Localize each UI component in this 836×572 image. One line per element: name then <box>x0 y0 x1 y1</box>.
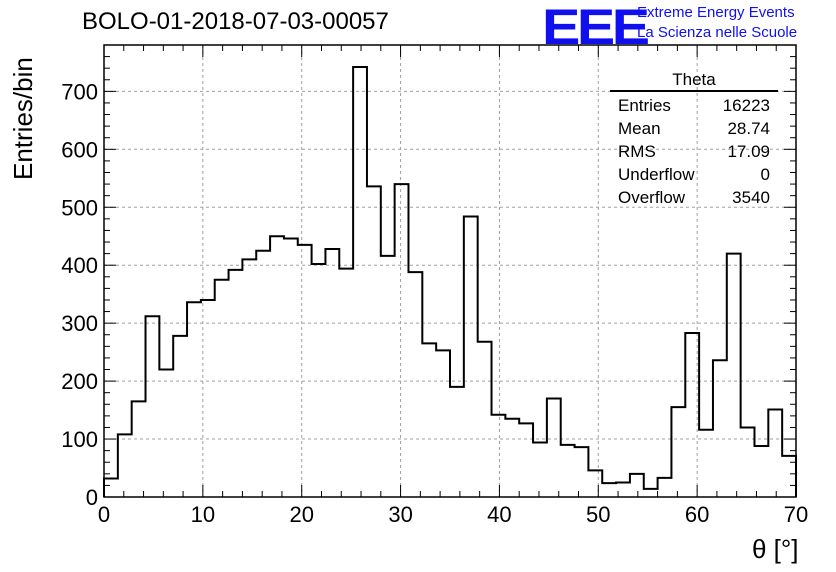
plot-frame <box>103 44 797 498</box>
stats-value: 3540 <box>732 188 770 207</box>
histogram-bin <box>713 360 727 497</box>
histogram-bin <box>575 447 589 497</box>
logo-line-2: La Scienza nelle Scuole <box>637 24 798 41</box>
y-tick-label: 300 <box>61 311 98 336</box>
stats-row: Overflow 3540 <box>610 186 778 209</box>
stats-row: RMS 17.09 <box>610 140 778 163</box>
y-tick-label: 0 <box>86 485 98 510</box>
histogram-bin <box>132 401 146 497</box>
histogram-bin <box>298 245 312 497</box>
y-tick-label: 500 <box>61 195 98 220</box>
stats-value: 0 <box>760 165 770 184</box>
histogram-bin <box>242 259 256 497</box>
chart-title: BOLO-01-2018-07-03-00057 <box>82 8 389 35</box>
histogram-bin <box>561 445 575 497</box>
stats-label: Mean <box>618 119 661 138</box>
histogram-bin <box>422 343 436 497</box>
histogram-bin <box>312 264 326 497</box>
histogram-bin <box>353 67 367 497</box>
stats-value: 16223 <box>722 96 770 115</box>
histogram-bin <box>727 254 741 497</box>
histogram-bin <box>658 478 672 497</box>
histogram-bin <box>339 269 353 497</box>
histogram-bin <box>492 415 506 497</box>
histogram-bin <box>533 443 547 497</box>
histogram-bin <box>270 236 284 497</box>
histogram-bin <box>381 256 395 497</box>
histogram-bin <box>325 249 339 497</box>
histogram-bin <box>671 407 685 497</box>
histogram-bin <box>741 427 755 497</box>
histogram-bin <box>768 409 782 497</box>
histogram-bin <box>505 419 519 497</box>
histogram-bin <box>602 483 616 497</box>
histogram-bin <box>173 336 187 497</box>
x-tick-label: 60 <box>685 502 709 527</box>
histogram-bin <box>118 434 132 497</box>
stats-label: RMS <box>618 142 656 161</box>
stats-value: 28.74 <box>727 119 770 138</box>
stats-value: 17.09 <box>727 142 770 161</box>
logo-caption: Extreme Energy Events La Scienza nelle S… <box>637 3 797 43</box>
eee-logo: EEE <box>542 0 650 55</box>
histogram-bin <box>229 270 243 497</box>
histogram-outline <box>103 66 797 497</box>
histogram-bin <box>284 239 298 497</box>
histogram-bin <box>215 280 229 497</box>
x-tick-label: 20 <box>289 502 313 527</box>
stats-row: Mean 28.74 <box>610 117 778 140</box>
x-tick-label: 10 <box>191 502 215 527</box>
stats-label: Underflow <box>618 165 695 184</box>
y-tick-label: 100 <box>61 427 98 452</box>
histogram-bin <box>408 272 422 497</box>
stats-box: Theta Entries 16223 Mean 28.74 RMS 17.09 Un… <box>610 70 778 209</box>
histogram-bin <box>256 251 270 497</box>
histogram-bin <box>436 350 450 497</box>
histogram-bin <box>201 300 215 497</box>
histogram-bin <box>450 387 464 497</box>
x-tick-label: 40 <box>487 502 511 527</box>
y-axis-label: Entries/bin <box>8 57 38 180</box>
histogram-bin <box>685 333 699 497</box>
histogram-bin <box>630 474 644 497</box>
histogram-bin <box>367 186 381 497</box>
histogram-bin <box>478 342 492 497</box>
histogram-bin <box>754 446 768 497</box>
stats-label: Entries <box>618 96 671 115</box>
histogram-bin <box>187 302 201 497</box>
histogram-bin <box>519 423 533 497</box>
x-tick-label: 0 <box>98 502 110 527</box>
histogram-bin <box>464 217 478 497</box>
histogram-bin <box>159 370 173 497</box>
histogram-bin <box>104 478 118 497</box>
stats-title: Theta <box>610 70 778 92</box>
y-tick-label: 700 <box>61 79 98 104</box>
histogram-bin <box>588 470 602 497</box>
logo-line-1: Extreme Energy Events <box>637 4 795 21</box>
x-tick-label: 50 <box>586 502 610 527</box>
y-tick-label: 600 <box>61 137 98 162</box>
stats-row: Underflow 0 <box>610 163 778 186</box>
stats-row: Entries 16223 <box>610 94 778 117</box>
histogram-bin <box>395 184 409 497</box>
x-tick-label: 70 <box>784 502 808 527</box>
y-tick-label: 400 <box>61 253 98 278</box>
y-tick-label: 200 <box>61 369 98 394</box>
histogram-bin <box>146 316 160 497</box>
x-tick-label: 30 <box>388 502 412 527</box>
stats-label: Overflow <box>618 188 686 207</box>
histogram-bin <box>699 430 713 497</box>
histogram-bin <box>644 489 658 497</box>
histogram-bin <box>547 398 561 497</box>
x-axis-label: θ [°] <box>752 534 799 564</box>
